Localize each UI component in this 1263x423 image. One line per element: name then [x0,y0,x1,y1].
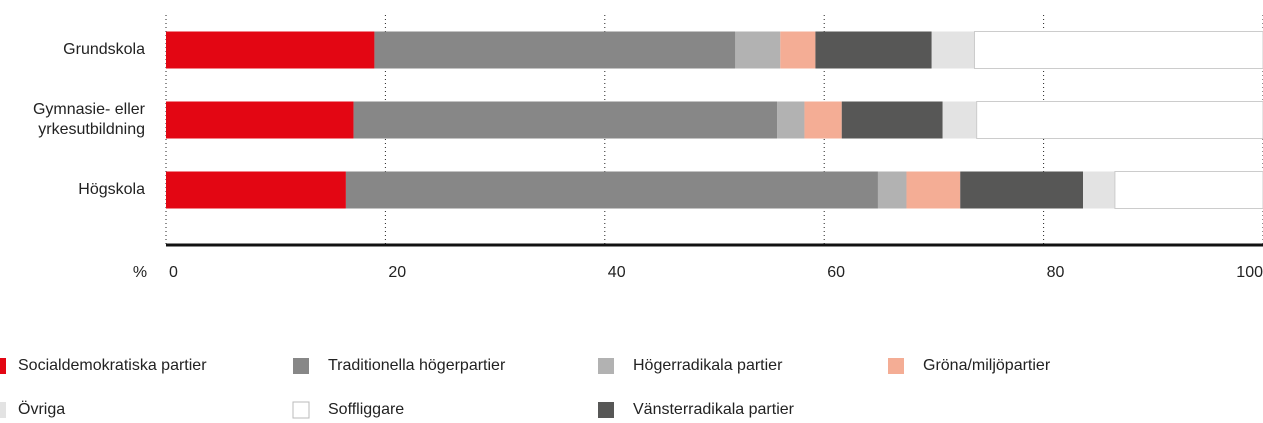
legend-label: Socialdemokratiska partier [18,357,207,374]
x-tick-label: 100 [1236,264,1263,281]
legend-swatch [888,358,904,374]
legend-swatch [292,401,310,419]
bar-segment [166,171,346,209]
bar-segment [353,101,778,139]
bar-segment [1083,171,1115,209]
x-tick-label: 80 [1047,264,1065,281]
bar-segment [877,171,907,209]
bar-segment [1114,171,1263,209]
bar-segment [777,101,805,139]
x-axis-label: % [133,264,147,281]
bar-segment [780,31,816,69]
legend-swatch [598,402,614,418]
bar-segment [166,101,354,139]
legend-label: Soffliggare [328,401,404,418]
bar-segment [976,101,1263,139]
legend-swatch [598,358,614,374]
legend-label: Övriga [18,400,65,418]
x-tick-label: 60 [827,264,845,281]
legend-swatch [293,358,309,374]
bar-segment [374,31,736,69]
bar-segment [841,101,943,139]
legend-label: Vänsterradikala partier [633,401,795,418]
bar-segment [804,101,842,139]
bar-segment [960,171,1084,209]
x-tick-label: 40 [608,264,626,281]
x-tick-label: 20 [388,264,406,281]
category-label: Högskola [78,181,145,198]
category-label: Grundskola [63,41,145,58]
bar-segment [166,31,375,69]
bar-segment [942,101,977,139]
legend-label: Gröna/miljöpartier [923,357,1051,374]
legend-label: Traditionella högerpartier [328,357,506,374]
bar-segment [735,31,781,69]
legend-swatch [0,402,6,418]
bar-segment [906,171,961,209]
bar-segment [345,171,878,209]
x-tick-label: 0 [169,264,178,281]
bar-segment [815,31,932,69]
category-label: Gymnasie- eller yrkesutbildning [32,101,145,138]
legend-label: Högerradikala partier [633,357,783,374]
bar-segment [973,31,1263,69]
legend-swatch [0,358,6,374]
bar-segment [931,31,975,69]
